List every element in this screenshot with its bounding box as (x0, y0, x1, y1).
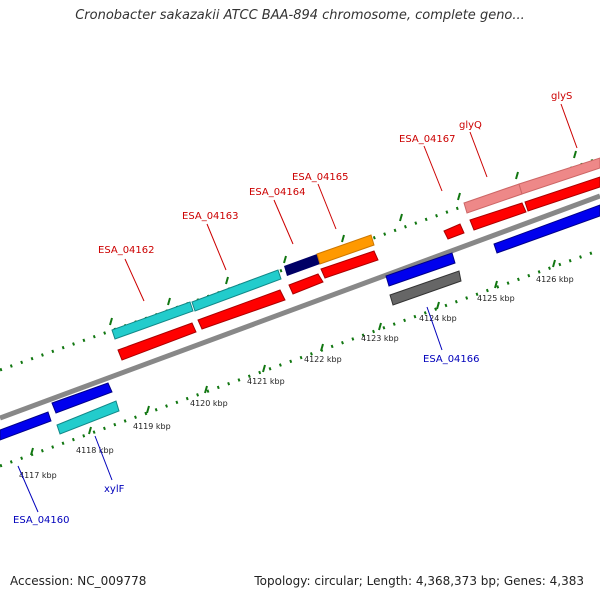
gene-bar-esa04166[interactable] (389, 270, 462, 306)
gene-bar-glys[interactable] (518, 157, 600, 195)
cds-arrow-esa04165[interactable] (320, 250, 379, 279)
kbp-label-4124: 4124 kbp (419, 314, 457, 323)
kbp-label-4125: 4125 kbp (477, 294, 515, 303)
kbp-label-4122: 4122 kbp (304, 355, 342, 364)
gene-bar-esa04160[interactable] (0, 411, 52, 441)
gene-bar-xylf[interactable] (56, 400, 120, 435)
gene-label-glys[interactable]: glyS (551, 91, 572, 102)
kbp-label-4119: 4119 kbp (133, 422, 171, 431)
gene-bar-esa04164[interactable] (284, 254, 320, 276)
kbp-label-4123: 4123 kbp (361, 334, 399, 343)
kbp-label-4126: 4126 kbp (536, 275, 574, 284)
forward-leader-lines (124, 103, 578, 302)
gene-label-esa04165[interactable]: ESA_04165 (292, 172, 349, 183)
reverse-leader-lines (17, 306, 443, 513)
gene-label-esa04163[interactable]: ESA_04163 (182, 211, 239, 222)
upper-major-ticks (109, 150, 577, 326)
gene-label-esa04162[interactable]: ESA_04162 (98, 245, 155, 256)
gene-label-glyq[interactable]: glyQ (459, 120, 482, 131)
gene-label-esa04160[interactable]: ESA_04160 (13, 515, 70, 526)
kbp-label-4118: 4118 kbp (76, 446, 114, 455)
accession-text: Accession: NC_009778 (10, 574, 147, 588)
gene-label-esa04164[interactable]: ESA_04164 (249, 187, 306, 198)
cds-arrow-esa04163[interactable] (197, 289, 286, 330)
gene-bar-reverse-2[interactable] (385, 252, 456, 287)
cds-arrow-esa04164[interactable] (288, 273, 324, 295)
gene-label-esa04167[interactable]: ESA_04167 (399, 134, 456, 145)
lower-major-ticks (30, 259, 556, 456)
gene-bar-esa04163[interactable] (191, 269, 282, 312)
genome-backbone (0, 193, 600, 421)
topology-text: Topology: circular; Length: 4,368,373 bp… (254, 574, 584, 588)
kbp-label-4120: 4120 kbp (190, 399, 228, 408)
kbp-label-4121: 4121 kbp (247, 377, 285, 386)
gene-label-xylf[interactable]: xylF (104, 484, 125, 495)
map-title: Cronobacter sakazakii ATCC BAA-894 chrom… (75, 8, 525, 23)
gene-bar-reverse-1[interactable] (51, 382, 113, 414)
gene-bar-esa04162[interactable] (111, 301, 194, 340)
cds-arrow-glyq[interactable] (469, 202, 527, 231)
gene-bar-reverse-3[interactable] (493, 204, 600, 254)
kbp-label-4117: 4117 kbp (19, 471, 57, 480)
gene-bar-esa04165[interactable] (316, 234, 375, 265)
cds-arrow-esa04162[interactable] (117, 322, 197, 361)
cds-arrow-glys[interactable] (524, 176, 600, 212)
cds-arrow-esa04167[interactable] (443, 223, 465, 240)
gene-label-esa04166[interactable]: ESA_04166 (423, 354, 480, 365)
